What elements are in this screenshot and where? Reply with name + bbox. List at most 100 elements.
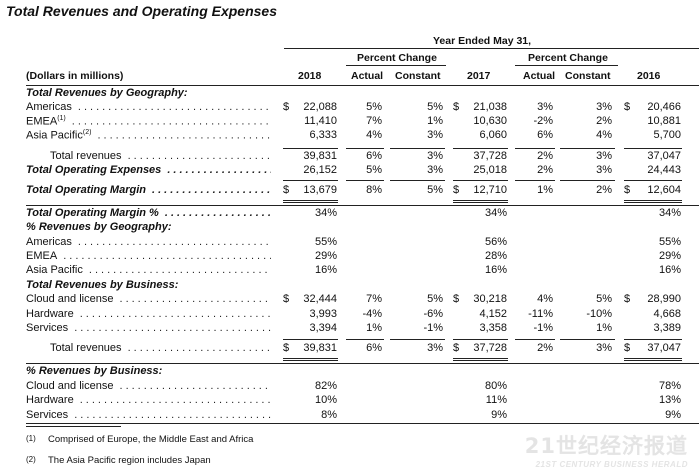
- table-rule: [453, 358, 508, 359]
- row-label-text: Hardware: [26, 308, 74, 320]
- cell-c2: 1%: [596, 322, 612, 334]
- cell-v2018: 26,152: [303, 164, 337, 176]
- row-label: Hardware ...............................…: [26, 394, 271, 406]
- cell-v2016: 28,990: [647, 293, 681, 305]
- row-label: Total revenues .........................…: [50, 342, 271, 354]
- cell-v2018: 55%: [314, 236, 337, 248]
- footnote-rule: [26, 426, 121, 427]
- cell-v2018: 32,444: [303, 293, 337, 305]
- table-rule: [346, 180, 384, 181]
- table-row: Americas ...............................…: [0, 101, 700, 115]
- table-rule: [624, 358, 682, 359]
- table-rule: [390, 180, 445, 181]
- cell-a1: 1%: [366, 322, 382, 334]
- table-rule: [26, 205, 699, 206]
- cell-v2018: 11,410: [304, 115, 337, 127]
- leader-dots: ........................................…: [77, 236, 271, 248]
- currency-symbol: $: [453, 342, 460, 354]
- cell-v2017: 10,630: [473, 115, 507, 127]
- table-rule: [560, 148, 615, 149]
- row-label: Cloud and license ......................…: [26, 293, 271, 305]
- row-label: % Revenues by Geography:: [26, 221, 271, 233]
- cell-v2016: 5,700: [653, 129, 681, 141]
- table-rule: [453, 148, 508, 149]
- units-label: (Dollars in millions): [26, 70, 124, 82]
- cell-v2016: 13%: [658, 394, 681, 406]
- cell-v2016: 16%: [658, 264, 681, 276]
- leader-dots: ........................................…: [127, 342, 271, 354]
- pct-divider-2: [515, 65, 618, 66]
- table-row: EMEA(1) ................................…: [0, 115, 700, 129]
- cell-v2017: 11%: [485, 394, 507, 406]
- table-row: Cloud and license ......................…: [0, 293, 700, 307]
- cell-c2: 4%: [596, 129, 612, 141]
- cell-v2016: 37,047: [647, 342, 681, 354]
- table-rule: [283, 202, 338, 203]
- leader-dots: ........................................…: [71, 115, 271, 128]
- table-rule: [283, 180, 338, 181]
- cell-v2016: 20,466: [647, 101, 681, 113]
- table-row: Asia Pacific ...........................…: [0, 264, 700, 278]
- row-label: Total Revenues by Geography:: [26, 87, 271, 99]
- row-label: EMEA ...................................…: [26, 250, 271, 262]
- currency-symbol: $: [283, 184, 290, 196]
- table-rule: [624, 339, 682, 340]
- table-row: Total Operating Margin % ...............…: [0, 207, 700, 221]
- currency-symbol: $: [624, 184, 631, 196]
- cell-a2: 2%: [537, 164, 553, 176]
- cell-v2018: 3,993: [309, 308, 337, 320]
- leader-dots: ........................................…: [167, 164, 271, 176]
- cell-v2018: 13,679: [303, 184, 337, 196]
- row-label: Total Operating Margin % ...............…: [26, 207, 271, 219]
- cell-v2017: 25,018: [473, 164, 507, 176]
- cell-c2: 3%: [596, 150, 612, 162]
- cell-v2018: 82%: [314, 380, 337, 392]
- leader-dots: ........................................…: [79, 394, 271, 406]
- row-label-text: EMEA: [26, 250, 58, 262]
- row-label: Services ...............................…: [26, 409, 271, 421]
- cell-a2: 6%: [537, 129, 553, 141]
- row-label: Cloud and license ......................…: [26, 380, 271, 392]
- row-label: Total Operating Margin .................…: [26, 184, 271, 196]
- col-actual-2: Actual: [523, 70, 556, 82]
- col-actual-1: Actual: [351, 70, 384, 82]
- row-label-text: Services: [26, 322, 69, 334]
- table-rule: [453, 200, 508, 201]
- cell-c1: 3%: [427, 150, 443, 162]
- leader-dots: ........................................…: [74, 409, 271, 421]
- cell-a2: 2%: [537, 150, 553, 162]
- cell-c1: 3%: [427, 342, 443, 354]
- cell-v2016: 55%: [658, 236, 681, 248]
- table-row: EMEA ...................................…: [0, 250, 700, 264]
- table-rule: [624, 180, 682, 181]
- cell-v2018: 34%: [314, 207, 337, 219]
- cell-c1: 3%: [427, 164, 443, 176]
- cell-v2017: 4,152: [479, 308, 507, 320]
- row-label-text: Asia Pacific: [26, 264, 83, 276]
- cell-c1: 5%: [427, 184, 443, 196]
- header-bottom-rule: [26, 85, 699, 86]
- cell-a1: -4%: [362, 308, 382, 320]
- table-rule: [515, 339, 555, 340]
- row-label-text: Total revenues: [50, 342, 122, 354]
- cell-v2017: 21,038: [473, 101, 507, 113]
- cell-v2016: 29%: [658, 250, 681, 262]
- header-divider: [284, 48, 699, 49]
- cell-v2016: 9%: [665, 409, 681, 421]
- cell-a1: 8%: [366, 184, 382, 196]
- currency-symbol: $: [453, 101, 460, 113]
- table-row: Cloud and license ......................…: [0, 380, 700, 394]
- cell-a2: 4%: [537, 293, 553, 305]
- currency-symbol: $: [624, 293, 631, 305]
- cell-c1: -1%: [423, 322, 443, 334]
- cell-a1: 7%: [366, 115, 382, 127]
- cell-v2018: 39,831: [303, 342, 337, 354]
- leader-dots: ........................................…: [127, 150, 271, 162]
- table-row: Total Operating Expenses ...............…: [0, 164, 700, 178]
- table-rule: [283, 360, 338, 361]
- row-label: Americas ...............................…: [26, 101, 271, 113]
- footnote-1-number: (1): [26, 434, 36, 443]
- table-rule: [453, 339, 508, 340]
- cell-v2017: 12,710: [473, 184, 507, 196]
- cell-v2016: 37,047: [647, 150, 681, 162]
